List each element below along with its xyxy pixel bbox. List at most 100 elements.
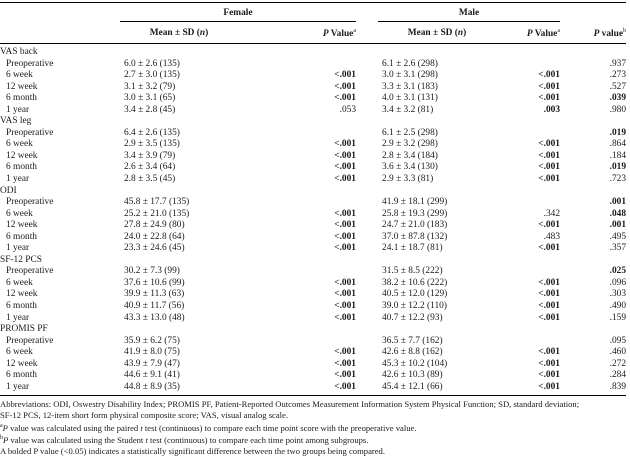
female-p-cell: <.001 bbox=[334, 358, 356, 369]
female-mean-cell: 39.9 ± 11.3 (63) bbox=[124, 289, 185, 300]
table-row: 6 month 40.9 ± 11.7 (56) <.001 39.0 ± 12.2 … bbox=[0, 301, 626, 313]
between-p-cell: .039 bbox=[609, 93, 626, 104]
spacer-cell bbox=[356, 82, 378, 94]
between-p-cell: .284 bbox=[609, 370, 626, 381]
row-label: 12 week bbox=[6, 358, 38, 369]
female-p-cell: <.001 bbox=[334, 231, 356, 242]
male-p-cell: <.001 bbox=[538, 358, 560, 369]
female-mean-cell: 27.8 ± 24.9 (80) bbox=[124, 220, 185, 231]
spacer-cell bbox=[356, 70, 378, 82]
table-row: 6 week 25.2 ± 21.0 (135) <.001 25.8 ± 19.3 … bbox=[0, 209, 626, 221]
table-row: 12 week 3.1 ± 3.2 (79) <.001 3.3 ± 3.1 (183… bbox=[0, 82, 626, 94]
group-row: VAS leg bbox=[0, 116, 626, 128]
female-p-cell: <.001 bbox=[238, 381, 356, 397]
female-mean-cell: 2.6 ± 3.4 (64) bbox=[124, 162, 176, 173]
table-row: Preoperative 45.8 ± 17.7 (135) 41.9 ± 18.1… bbox=[0, 197, 626, 209]
row-label: 6 week bbox=[6, 70, 33, 81]
female-p-cell: <.001 bbox=[334, 220, 356, 231]
row-label: 1 year bbox=[6, 174, 30, 185]
spacer-cell bbox=[356, 209, 378, 221]
female-p-cell bbox=[238, 336, 356, 348]
male-mean-cell: 45.4 ± 12.1 (66) bbox=[378, 381, 496, 397]
spacer-cell bbox=[356, 220, 378, 232]
group-row: ODI bbox=[0, 186, 626, 198]
table-row: 12 week 43.9 ± 7.9 (47) <.001 45.3 ± 10.2 (… bbox=[0, 359, 626, 371]
male-mean-cell: 38.2 ± 10.6 (222) bbox=[382, 277, 448, 288]
male-p-cell: <.001 bbox=[538, 347, 560, 358]
male-p-cell bbox=[496, 336, 560, 348]
female-mean-cell: 41.9 ± 8.0 (75) bbox=[124, 347, 180, 358]
female-p-cell: <.001 bbox=[334, 139, 356, 150]
between-p-cell: .025 bbox=[609, 266, 626, 277]
table-row: 6 week 41.9 ± 8.0 (75) <.001 42.6 ± 8.8 (16… bbox=[0, 347, 626, 359]
male-mean-cell: 24.1 ± 18.7 (81) bbox=[382, 243, 443, 254]
row-label: 6 month bbox=[6, 162, 37, 173]
female-p-cell: <.001 bbox=[334, 370, 356, 381]
female-group-header: Female bbox=[120, 5, 356, 22]
table-row: 6 month 24.0 ± 22.8 (64) <.001 37.0 ± 87.8 … bbox=[0, 232, 626, 244]
male-p-cell: <.001 bbox=[538, 312, 560, 323]
group-header-row: Female Male bbox=[0, 5, 626, 22]
female-p-cell bbox=[238, 128, 356, 140]
table-row: 6 week 2.7 ± 3.0 (135) <.001 3.0 ± 3.1 (298… bbox=[0, 70, 626, 82]
between-p-cell: .095 bbox=[609, 335, 626, 346]
between-p-cell: .303 bbox=[609, 289, 626, 300]
footnote-abbreviations-cont: SF-12 PCS, 12-item short form physical c… bbox=[0, 410, 289, 420]
male-mean-cell: 2.8 ± 3.4 (184) bbox=[382, 150, 438, 161]
male-mean-cell: 37.0 ± 87.8 (132) bbox=[382, 231, 448, 242]
male-mean-cell: 41.9 ± 18.1 (299) bbox=[382, 197, 448, 208]
row-label: 6 week bbox=[6, 347, 33, 358]
male-mean-cell: 6.1 ± 2.6 (298) bbox=[382, 58, 438, 69]
spacer-cell bbox=[356, 174, 378, 186]
male-mean-cell: 42.6 ± 10.3 (89) bbox=[382, 370, 443, 381]
male-mean-cell: 24.7 ± 21.0 (183) bbox=[382, 220, 448, 231]
male-mean-header: Mean ± SD (n) bbox=[378, 21, 496, 44]
between-p-cell: .495 bbox=[609, 231, 626, 242]
female-mean-cell: 2.9 ± 3.5 (135) bbox=[124, 139, 180, 150]
row-label: 12 week bbox=[6, 220, 38, 231]
between-p-cell: .272 bbox=[609, 358, 626, 369]
table-body: VAS back Preoperative 6.0 ± 2.6 (135) 6.1 ±… bbox=[0, 44, 626, 397]
row-label: 6 week bbox=[6, 277, 33, 288]
male-p-cell bbox=[496, 197, 560, 209]
table-row: 1 year 44.8 ± 8.9 (35) <.001 45.4 ± 12.1 (6… bbox=[0, 381, 626, 397]
between-p-cell: .096 bbox=[609, 277, 626, 288]
between-p-cell: .980 bbox=[609, 104, 626, 115]
spacer-cell bbox=[356, 162, 378, 174]
table-row: Preoperative 30.2 ± 7.3 (99) 31.5 ± 8.5 (2… bbox=[0, 266, 626, 278]
between-p-cell: .937 bbox=[609, 58, 626, 69]
between-p-cell: .357 bbox=[609, 243, 626, 254]
female-mean-cell: 45.8 ± 17.7 (135) bbox=[124, 197, 190, 208]
female-p-cell: <.001 bbox=[334, 81, 356, 92]
row-label: 6 month bbox=[6, 370, 37, 381]
between-p-cell: .490 bbox=[609, 301, 626, 312]
table-row: 6 week 37.6 ± 10.6 (99) <.001 38.2 ± 10.6 (… bbox=[0, 278, 626, 290]
spacer-cell bbox=[356, 232, 378, 244]
male-p-cell: <.001 bbox=[538, 150, 560, 161]
spacer-cell bbox=[356, 336, 378, 348]
male-mean-cell: 3.4 ± 3.2 (81) bbox=[382, 104, 434, 115]
female-p-cell: <.001 bbox=[334, 347, 356, 358]
male-mean-cell: 45.3 ± 10.2 (104) bbox=[382, 358, 448, 369]
between-p-cell: .019 bbox=[609, 127, 626, 138]
footnote-b: bP value was calculated using the Studen… bbox=[0, 435, 369, 446]
male-mean-cell: 3.3 ± 3.1 (183) bbox=[382, 81, 438, 92]
female-p-cell: <.001 bbox=[334, 162, 356, 173]
male-p-cell: <.001 bbox=[538, 277, 560, 288]
row-label: Preoperative bbox=[6, 58, 54, 69]
row-label: 12 week bbox=[6, 289, 38, 300]
spacer-cell bbox=[356, 370, 378, 382]
spacer-cell bbox=[356, 359, 378, 371]
spacer-cell bbox=[356, 266, 378, 278]
male-p-cell: <.001 bbox=[538, 243, 560, 254]
male-p-cell: <.001 bbox=[538, 301, 560, 312]
male-mean-cell: 3.0 ± 3.1 (298) bbox=[382, 70, 438, 81]
table-row: 6 month 3.0 ± 3.1 (65) <.001 4.0 ± 3.1 (131… bbox=[0, 93, 626, 105]
female-mean-cell: 30.2 ± 7.3 (99) bbox=[124, 266, 180, 277]
group-label: VAS leg bbox=[0, 116, 32, 127]
male-p-cell: <.001 bbox=[538, 139, 560, 150]
male-p-cell: .483 bbox=[543, 231, 560, 242]
male-mean-cell: 31.5 ± 8.5 (222) bbox=[382, 266, 443, 277]
female-mean-cell: 6.0 ± 2.6 (135) bbox=[124, 58, 180, 69]
